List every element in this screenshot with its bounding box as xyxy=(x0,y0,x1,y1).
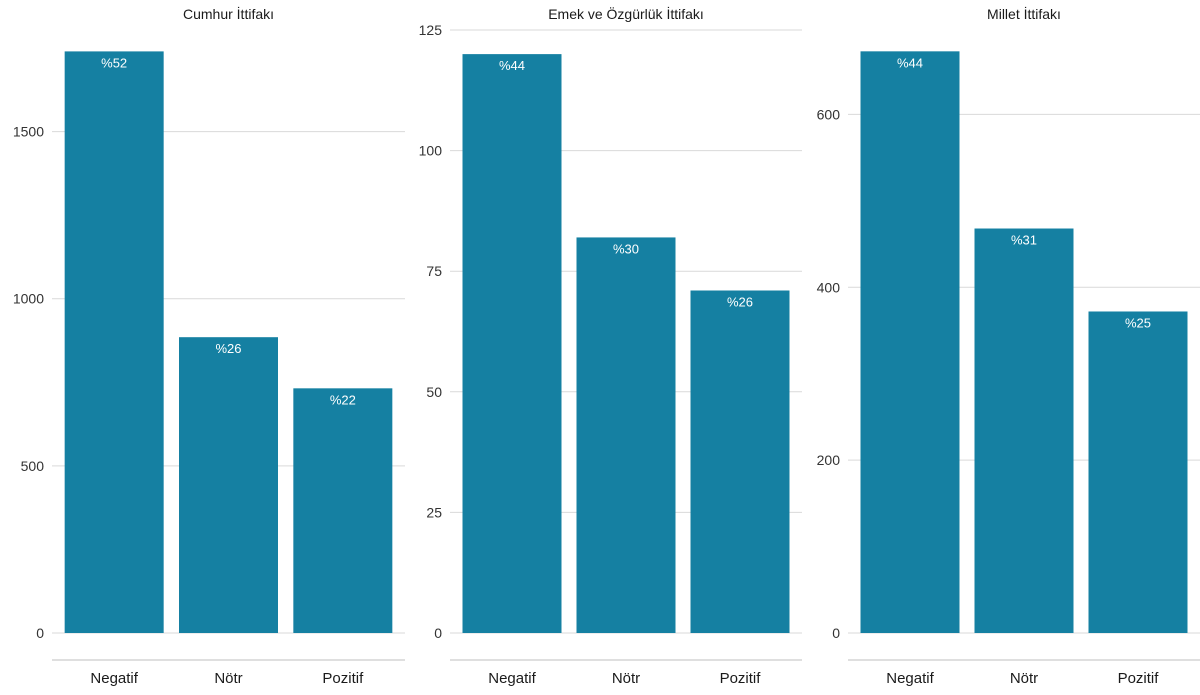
y-tick-label: 0 xyxy=(36,625,44,641)
y-tick-label: 1500 xyxy=(13,124,44,140)
x-tick-label: Nötr xyxy=(1010,670,1038,687)
bar xyxy=(293,388,393,633)
x-tick-label: Pozitif xyxy=(322,670,364,687)
chart-title: Emek ve Özgürlük İttifakı xyxy=(548,6,704,22)
y-tick-label: 0 xyxy=(434,625,442,641)
bar xyxy=(974,228,1074,633)
y-tick-label: 75 xyxy=(426,263,442,279)
bar-data-label: %26 xyxy=(215,341,241,356)
bar-data-label: %25 xyxy=(1125,315,1151,330)
bar xyxy=(179,337,278,633)
chart-panel-emek: Emek ve Özgürlük İttifakı 0 25 50 75 100 125%… xyxy=(400,0,810,690)
bar-data-label: %22 xyxy=(330,392,356,407)
chart-svg: 0 200 400 600 %44 Negatif %31 Nötr %25 Pozitif xyxy=(817,51,1200,687)
x-tick-label: Nötr xyxy=(612,670,640,687)
bar-data-label: %30 xyxy=(613,241,639,256)
y-tick-label: 0 xyxy=(832,625,840,641)
x-tick-label: Negatif xyxy=(488,670,536,687)
y-tick-label: 500 xyxy=(21,458,45,474)
bar-data-label: %31 xyxy=(1011,233,1037,248)
bar xyxy=(1088,311,1188,633)
bar xyxy=(690,290,790,633)
chart-panel-cumhur: Cumhur İttifakı 0 500 1000 1500 %52 Negatif %2… xyxy=(0,0,410,690)
bar xyxy=(860,51,960,634)
x-tick-label: Pozitif xyxy=(1118,670,1160,687)
chart-title: Millet İttifakı xyxy=(987,6,1061,22)
x-tick-label: Negatif xyxy=(886,670,934,687)
y-tick-label: 100 xyxy=(419,143,443,159)
chart-title: Cumhur İttifakı xyxy=(182,6,275,22)
x-tick-label: Negatif xyxy=(90,670,138,687)
y-tick-label: 200 xyxy=(817,452,841,468)
x-tick-label: Nötr xyxy=(214,670,242,687)
chart-panel-millet: Millet İttifakı 0 200 400 600 %44 Negatif %31 N… xyxy=(798,0,1200,690)
bar xyxy=(576,237,676,633)
x-tick-label: Pozitif xyxy=(720,670,762,687)
chart-svg: 0 25 50 75 100 125 %44 Negatif %30 Nötr %26 Pozitif xyxy=(419,22,802,687)
y-tick-label: 400 xyxy=(817,279,841,295)
y-tick-label: 125 xyxy=(419,22,443,38)
bar xyxy=(462,54,562,634)
bar-data-label: %44 xyxy=(499,58,525,73)
y-tick-label: 1000 xyxy=(13,291,44,307)
y-tick-label: 50 xyxy=(426,384,442,400)
bar-data-label: %44 xyxy=(897,55,923,70)
bar xyxy=(64,51,164,634)
y-tick-label: 600 xyxy=(817,106,841,122)
chart-svg: 0 500 1000 1500 %52 Negatif %26 Nötr %22 Pozitif xyxy=(13,51,405,687)
y-tick-label: 25 xyxy=(426,504,442,520)
bar-data-label: %52 xyxy=(101,55,127,70)
bar-data-label: %26 xyxy=(727,294,753,309)
